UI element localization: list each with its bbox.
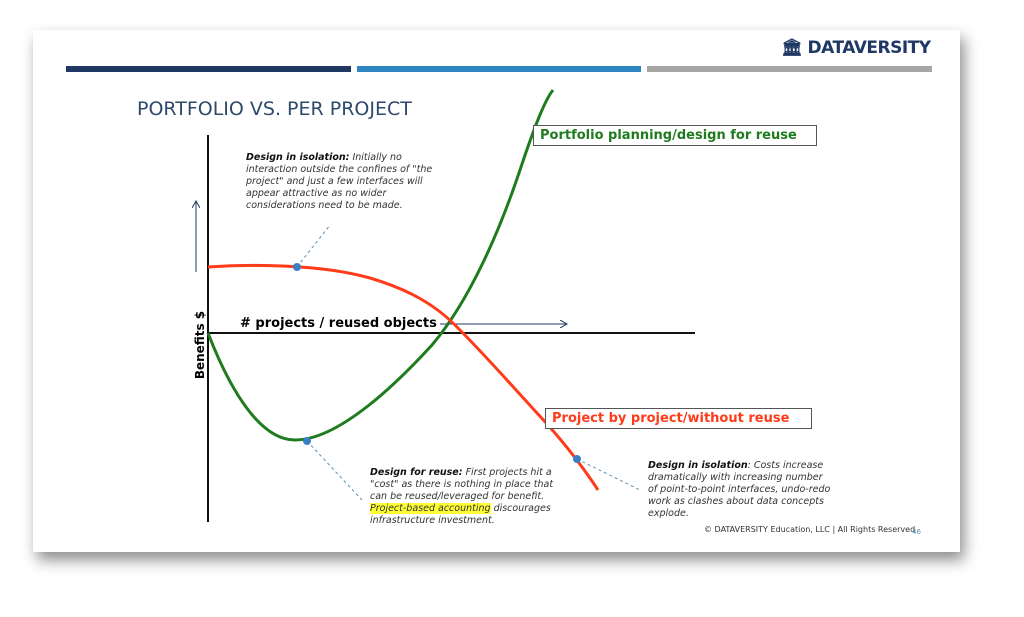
logo-text: DATAVERSITY [807,38,932,58]
note-bottom-left: Design for reuse: First projects hit a "… [370,467,570,527]
note-bottom-right: Design in isolation: Costs increase dram… [648,460,833,520]
legend-red: Project by project/without reuse [545,408,812,429]
slide: 🏛 DATAVERSITY PORTFOLIO VS. PER PROJECT [33,30,960,552]
y-axis-label: Benefits $ [193,310,207,380]
note-top-head: Design in isolation: [246,152,350,163]
note-bl-tail: discourages infrastructure investment. [370,503,551,526]
header-bar-1 [66,66,351,72]
green-curve [206,89,555,442]
point-bottom-right [573,455,581,463]
pillars-icon: 🏛 [781,38,803,58]
note-br-body: : Costs increase dramatically with incre… [648,460,831,519]
note-top: Design in isolation: Initially no intera… [246,152,436,212]
note-bl-body: First projects hit a "cost" as there is … [370,467,554,502]
leader-top [296,224,331,268]
page-number: 46 [912,528,921,536]
copyright: © DATAVERSITY Education, LLC | All Right… [704,525,916,534]
note-br-head: Design in isolation [648,460,748,471]
legend-green: Portfolio planning/design for reuse [533,125,817,146]
logo: 🏛 DATAVERSITY [781,38,931,58]
page-title: PORTFOLIO VS. PER PROJECT [137,98,412,120]
header-bar-3 [647,66,932,72]
note-bl-highlight: Project-based accounting [370,503,491,514]
leader-bottom-left [306,440,363,501]
red-curve [207,263,600,491]
point-top [293,263,301,271]
x-axis-label: # projects / reused objects [240,316,437,331]
note-bl-head: Design for reuse: [370,467,463,478]
point-bottom-left [303,437,311,445]
note-top-body: Initially no interaction outside the con… [246,152,433,211]
header-bar-2 [357,66,641,72]
